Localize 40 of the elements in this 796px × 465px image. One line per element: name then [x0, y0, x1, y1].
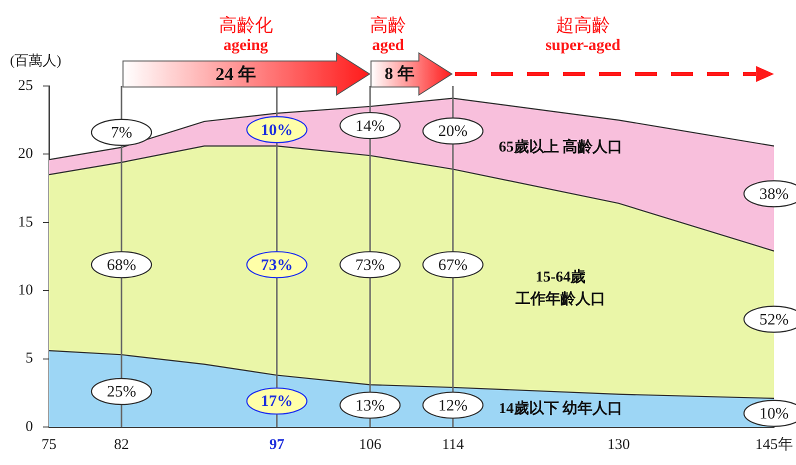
- annotation: 17%: [260, 393, 293, 410]
- text: 8 年: [384, 64, 416, 83]
- y-tick-label: 0: [26, 418, 33, 435]
- annotation: 25%: [106, 384, 136, 401]
- annotation: 10%: [260, 122, 293, 139]
- annotation: 67%: [438, 256, 468, 274]
- x-tick-label: 82: [114, 436, 129, 453]
- annotation: 12%: [438, 397, 468, 414]
- series-label: 65歲以上 高齡人口: [498, 138, 623, 156]
- x-tick-label: 75: [42, 436, 56, 453]
- y-tick-label: 10: [18, 282, 33, 299]
- text: super-aged: [544, 37, 622, 54]
- x-tick-label: 106: [358, 436, 382, 453]
- annotation: 38%: [759, 186, 789, 203]
- annotation: 73%: [355, 256, 385, 274]
- y-tick-label: 25: [18, 78, 33, 94]
- annotation: 14%: [355, 118, 385, 135]
- y-axis-title: (百萬人): [10, 52, 62, 70]
- y-tick-label: 5: [26, 350, 33, 367]
- x-tick-label: 114: [442, 436, 464, 453]
- text: 高齡化: [218, 15, 274, 35]
- annotation: 52%: [759, 311, 789, 328]
- series-label: 15-64歲工作年齡人口: [514, 268, 606, 308]
- annotation: 73%: [260, 256, 293, 274]
- annotation: 13%: [355, 397, 385, 414]
- text: 超高齡: [554, 15, 611, 35]
- annotation: 68%: [106, 256, 136, 274]
- legend-label: 14歲以下 幼年人口: [498, 400, 623, 417]
- text: aged: [371, 37, 406, 54]
- annotation: 10%: [759, 406, 789, 423]
- x-tick-label: 130: [607, 436, 630, 453]
- y-tick-label: 20: [18, 146, 33, 162]
- text: ageing: [222, 37, 269, 54]
- text: 高齡: [369, 15, 408, 35]
- annotation: 20%: [438, 123, 468, 140]
- x-tick-label: 145年: [755, 436, 793, 453]
- y-tick-label: 15: [18, 214, 33, 230]
- annotation: 7%: [110, 124, 132, 142]
- text: 24 年: [214, 64, 258, 84]
- x-tick-label: 97: [269, 436, 285, 453]
